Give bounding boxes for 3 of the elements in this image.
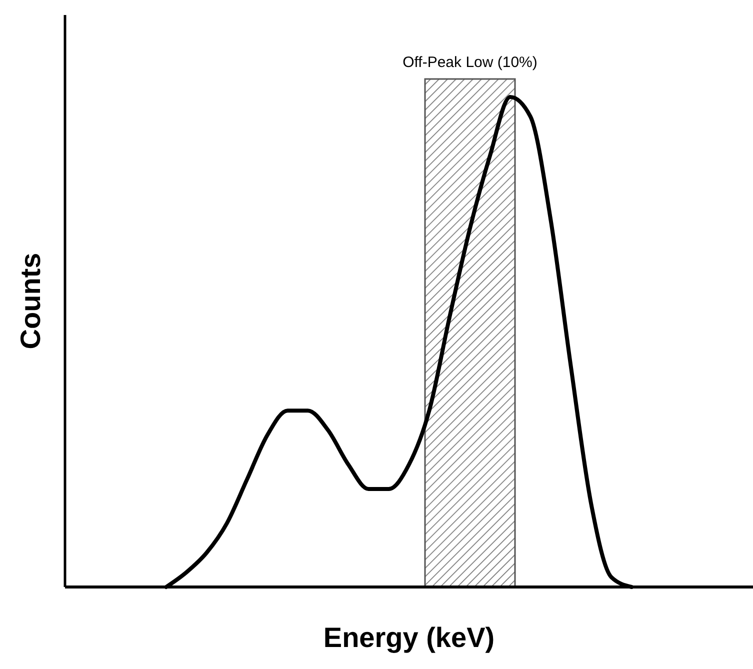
x-axis-title: Energy (keV)	[323, 622, 495, 653]
text: Off-Peak Low (10%)	[402, 54, 538, 71]
y-axis-title: Counts	[15, 252, 46, 350]
